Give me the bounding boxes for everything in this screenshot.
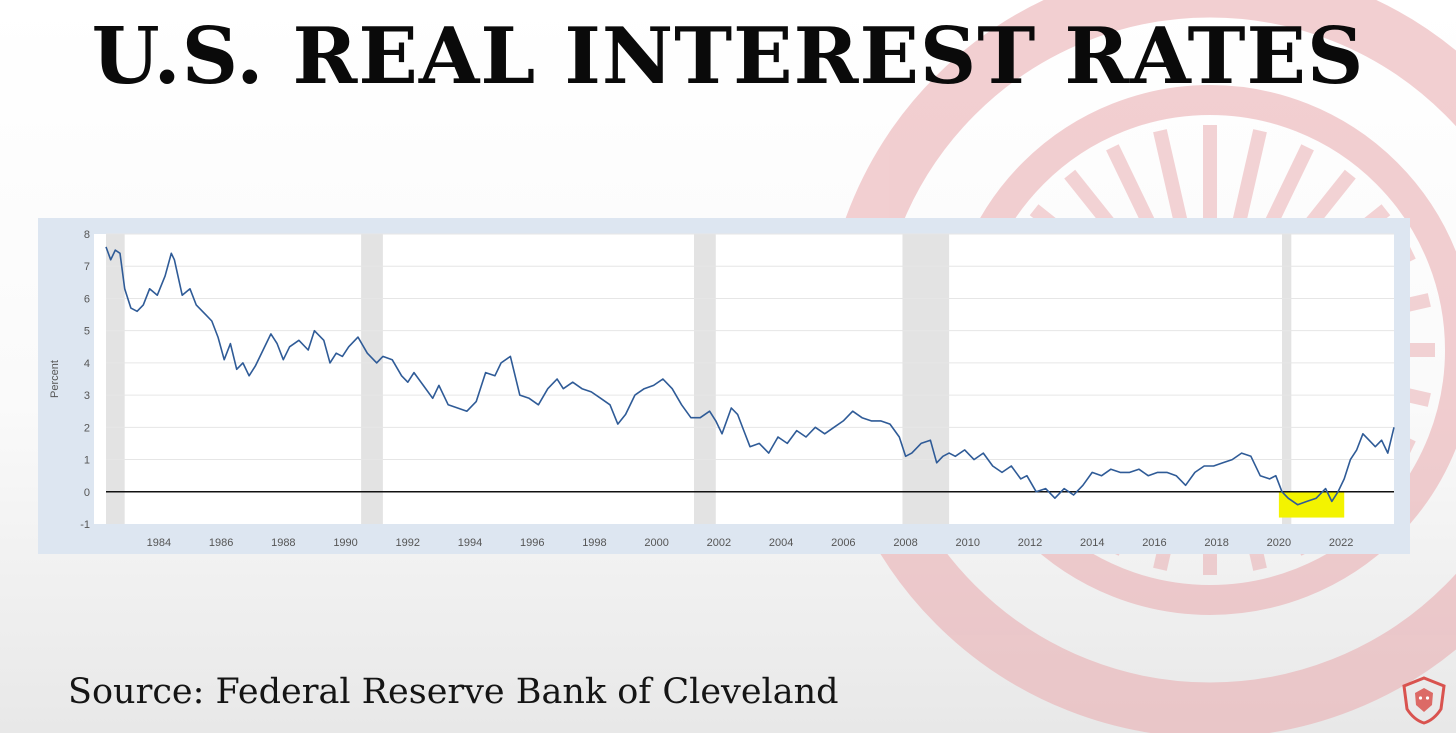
y-axis-label: Percent: [49, 360, 61, 398]
x-tick-label: 1992: [396, 537, 420, 549]
x-tick-label: 1990: [333, 537, 357, 549]
recession-band: [1282, 234, 1292, 524]
x-tick-label: 2006: [831, 537, 855, 549]
y-tick-label: 1: [84, 455, 90, 467]
y-tick-label: 4: [84, 358, 90, 370]
x-tick-label: 2010: [956, 537, 980, 549]
recession-band: [902, 234, 950, 524]
recession-band: [106, 234, 125, 524]
x-tick-label: 2004: [769, 537, 793, 549]
x-tick-label: 1988: [271, 537, 295, 549]
recession-band: [694, 234, 716, 524]
y-tick-label: 2: [84, 422, 90, 434]
x-tick-label: 2016: [1142, 537, 1166, 549]
x-tick-label: 2012: [1018, 537, 1042, 549]
y-tick-label: 7: [84, 261, 90, 273]
x-tick-label: 2008: [893, 537, 917, 549]
x-tick-label: 1994: [458, 537, 482, 549]
y-tick-label: 8: [84, 229, 90, 241]
y-tick-label: -1: [80, 519, 90, 531]
chart-panel: 8 7 6 5 4 3 2 1 0 -1 1984 1986 1988 1990 1992 1994 1996…: [38, 218, 1410, 554]
x-tick-label: 2000: [644, 537, 668, 549]
x-tick-label: 1996: [520, 537, 544, 549]
line-chart: 8 7 6 5 4 3 2 1 0 -1 1984 1986 1988 1990 1992 1994 1996…: [49, 229, 1395, 549]
x-tick-label: 1984: [147, 537, 171, 549]
x-tick-label: 2014: [1080, 537, 1104, 549]
y-tick-label: 3: [84, 390, 90, 402]
source-caption: Source: Federal Reserve Bank of Clevelan…: [68, 672, 839, 712]
y-tick-label: 6: [84, 293, 90, 305]
page-title: U.S. REAL INTEREST RATES: [91, 11, 1365, 102]
recession-band: [361, 234, 383, 524]
highlight-box: [1278, 491, 1345, 518]
lion-shield-logo-icon: [1402, 676, 1446, 725]
y-tick-label: 0: [84, 487, 90, 499]
x-tick-label: 2022: [1329, 537, 1353, 549]
x-tick-label: 2002: [707, 537, 731, 549]
x-tick-label: 2018: [1204, 537, 1228, 549]
x-tick-label: 1998: [582, 537, 606, 549]
x-tick-label: 1986: [209, 537, 233, 549]
real-rate-series-line: [105, 246, 1395, 506]
x-tick-label: 2020: [1267, 537, 1291, 549]
plot-area: [94, 234, 1394, 524]
y-tick-label: 5: [84, 326, 90, 338]
